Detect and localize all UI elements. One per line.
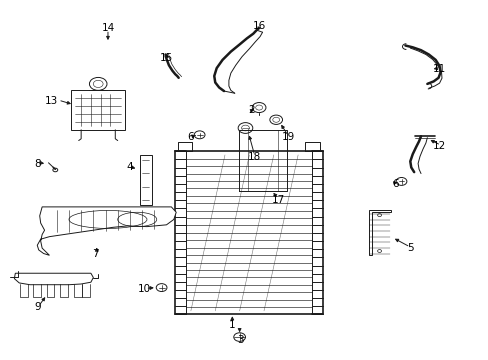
Text: 3: 3 [237, 334, 244, 345]
Text: 2: 2 [248, 105, 255, 115]
Text: 5: 5 [406, 243, 413, 253]
Text: 11: 11 [432, 64, 445, 74]
Text: 19: 19 [281, 132, 294, 142]
Polygon shape [71, 90, 125, 130]
Text: 6: 6 [187, 132, 194, 142]
Polygon shape [37, 207, 176, 255]
Text: 1: 1 [228, 320, 235, 330]
Circle shape [89, 77, 107, 90]
Polygon shape [14, 273, 93, 285]
Text: 4: 4 [126, 162, 133, 172]
Text: 16: 16 [252, 21, 265, 31]
Text: 15: 15 [160, 53, 173, 63]
Text: 7: 7 [92, 248, 99, 258]
Text: 8: 8 [34, 159, 41, 169]
Text: 10: 10 [138, 284, 151, 294]
Text: 6: 6 [391, 179, 398, 189]
Text: 17: 17 [271, 195, 285, 205]
Polygon shape [368, 211, 390, 255]
Polygon shape [140, 155, 152, 205]
Text: 12: 12 [432, 141, 445, 151]
Circle shape [93, 80, 103, 87]
Text: 9: 9 [34, 302, 41, 312]
Text: 18: 18 [247, 152, 260, 162]
Text: 14: 14 [101, 23, 114, 33]
Text: 13: 13 [45, 96, 59, 106]
